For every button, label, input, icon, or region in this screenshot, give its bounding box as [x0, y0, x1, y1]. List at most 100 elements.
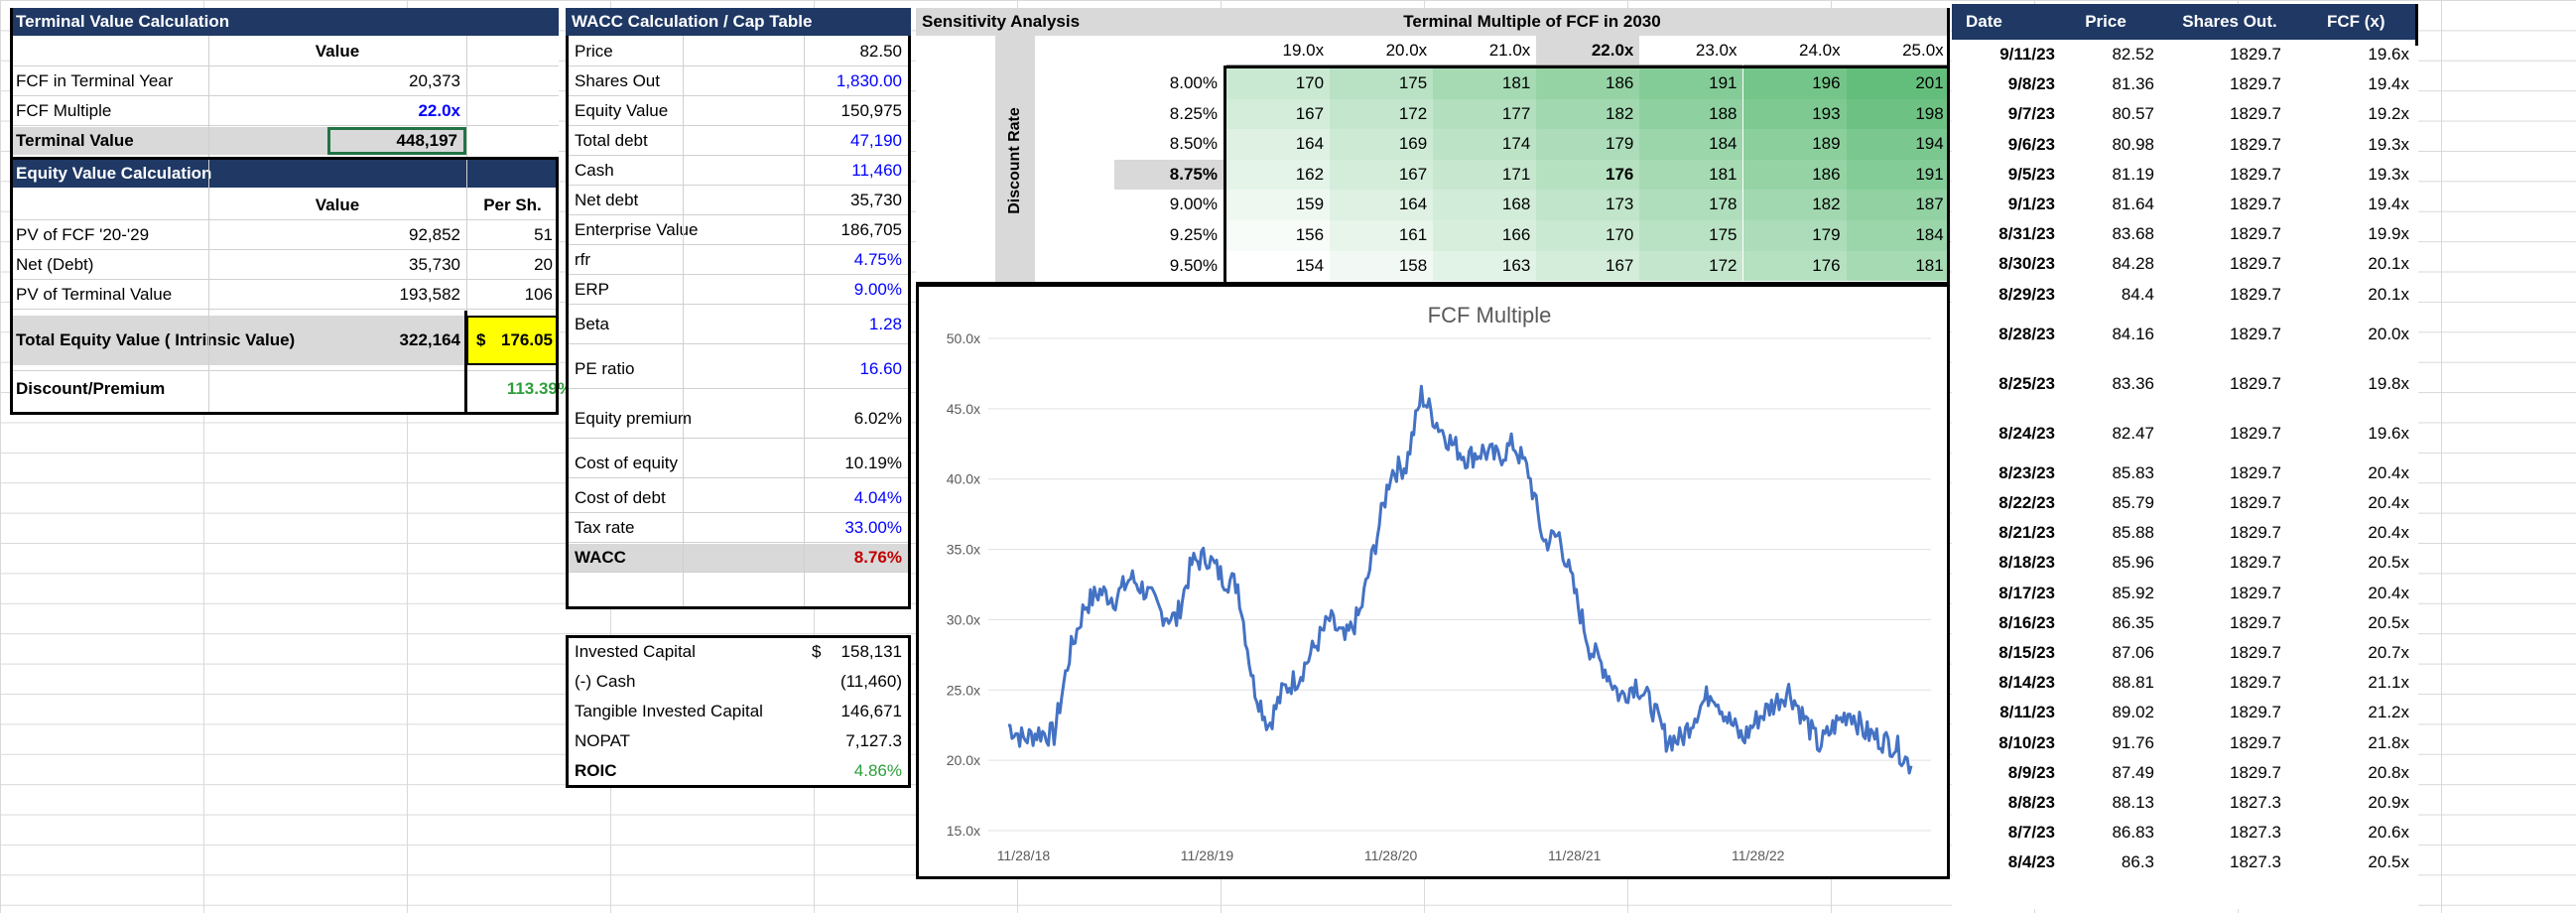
sensitivity-cell[interactable]: 184 [1846, 220, 1950, 251]
sensitivity-cell[interactable]: 167 [1226, 98, 1331, 130]
wacc-row-label[interactable]: Cost of debt [575, 488, 666, 507]
sensitivity-cell[interactable]: 172 [1330, 98, 1434, 130]
wacc-row-value[interactable]: 16.60 [859, 359, 902, 378]
sensitivity-cell[interactable]: 161 [1330, 220, 1434, 251]
sensitivity-cell[interactable]: 162 [1226, 159, 1331, 191]
history-price[interactable]: 85.92 [2112, 583, 2154, 602]
sensitivity-cell[interactable]: 167 [1536, 250, 1640, 282]
sensitivity-cell[interactable]: 164 [1226, 129, 1331, 160]
sensitivity-cell[interactable]: 194 [1846, 129, 1950, 160]
history-shares[interactable]: 1829.7 [2230, 104, 2281, 124]
sensitivity-cell[interactable]: 196 [1742, 68, 1847, 99]
wacc-row-value[interactable]: 82.50 [859, 42, 902, 61]
sensitivity-cell[interactable]: 182 [1742, 190, 1847, 220]
sensitivity-cell[interactable]: 176 [1536, 159, 1640, 191]
history-date[interactable]: 8/18/23 [1998, 553, 2055, 573]
history-fcf-multiple[interactable]: 19.2x [2368, 104, 2409, 124]
history-date[interactable]: 8/7/23 [2007, 823, 2055, 843]
history-price[interactable]: 84.28 [2112, 254, 2154, 274]
history-fcf-multiple[interactable]: 20.9x [2368, 793, 2409, 812]
sensitivity-cell[interactable]: 170 [1226, 68, 1331, 99]
fcf-multiple-value[interactable]: 22.0x [418, 101, 460, 120]
history-price[interactable]: 88.81 [2112, 673, 2154, 693]
history-shares[interactable]: 1829.7 [2230, 134, 2281, 154]
history-date[interactable]: 8/16/23 [1998, 612, 2055, 632]
history-fcf-multiple[interactable]: 20.4x [2368, 462, 2409, 482]
wacc-row-label[interactable]: Equity Value [575, 101, 669, 120]
wacc-row-value[interactable]: 8.76% [804, 544, 908, 572]
history-shares[interactable]: 1829.7 [2230, 254, 2281, 274]
history-price[interactable]: 83.68 [2112, 224, 2154, 244]
history-fcf-multiple[interactable]: 21.1x [2368, 673, 2409, 693]
history-price[interactable]: 88.13 [2112, 793, 2154, 812]
history-date[interactable]: 9/6/23 [2007, 134, 2055, 154]
history-shares[interactable]: 1829.7 [2230, 164, 2281, 184]
wacc-row-label[interactable]: Price [575, 42, 613, 61]
sensitivity-cell[interactable]: 159 [1226, 190, 1331, 220]
history-fcf-multiple[interactable]: 19.6x [2368, 423, 2409, 443]
equity-row-value[interactable]: 35,730 [409, 255, 460, 274]
terminal-row-label[interactable]: FCF Multiple [16, 101, 112, 120]
history-price[interactable]: 82.52 [2112, 45, 2154, 64]
sensitivity-column-header[interactable]: 23.0x [1639, 36, 1743, 65]
wacc-row-value[interactable]: 33.00% [844, 518, 902, 537]
history-fcf-multiple[interactable]: 20.5x [2368, 553, 2409, 573]
history-fcf-multiple[interactable]: 19.9x [2368, 224, 2409, 244]
sensitivity-cell[interactable]: 178 [1639, 190, 1743, 220]
history-fcf-multiple[interactable]: 20.0x [2368, 324, 2409, 343]
history-date[interactable]: 8/30/23 [1998, 254, 2055, 274]
sensitivity-cell[interactable]: 188 [1639, 98, 1743, 130]
roic-row-label[interactable]: ROIC [575, 761, 617, 780]
wacc-row-value[interactable]: 10.19% [844, 454, 902, 472]
history-shares[interactable]: 1829.7 [2230, 703, 2281, 722]
wacc-row-value[interactable]: 47,190 [850, 131, 902, 150]
sensitivity-column-header[interactable]: 21.0x [1433, 36, 1537, 65]
sensitivity-row-header[interactable]: 8.50% [1169, 134, 1218, 154]
sensitivity-cell[interactable]: 187 [1846, 190, 1950, 220]
history-fcf-multiple[interactable]: 20.7x [2368, 643, 2409, 662]
history-date[interactable]: 9/1/23 [2007, 195, 2055, 213]
history-shares[interactable]: 1829.7 [2230, 373, 2281, 393]
terminal-row-label[interactable]: FCF in Terminal Year [16, 71, 174, 90]
history-price[interactable]: 82.47 [2112, 423, 2154, 443]
sensitivity-column-header[interactable]: 19.0x [1226, 36, 1331, 65]
history-shares[interactable]: 1829.7 [2230, 284, 2281, 304]
sensitivity-cell[interactable]: 186 [1742, 159, 1847, 191]
history-fcf-multiple[interactable]: 20.4x [2368, 523, 2409, 543]
roic-row-label[interactable]: Tangible Invested Capital [575, 702, 763, 720]
history-shares[interactable]: 1829.7 [2230, 462, 2281, 482]
sensitivity-cell[interactable]: 189 [1742, 129, 1847, 160]
wacc-row-value[interactable]: 186,705 [840, 220, 902, 239]
history-date[interactable]: 8/24/23 [1998, 423, 2055, 443]
sensitivity-cell[interactable]: 181 [1433, 68, 1537, 99]
intrinsic-value-per-share[interactable]: $ 176.05 [466, 316, 559, 365]
history-price[interactable]: 80.57 [2112, 104, 2154, 124]
history-date[interactable]: 9/11/23 [1999, 45, 2055, 64]
roic-row-label[interactable]: NOPAT [575, 731, 631, 750]
sensitivity-cell[interactable]: 177 [1433, 98, 1537, 130]
roic-row-value[interactable]: 4.86% [853, 761, 902, 780]
history-shares[interactable]: 1829.7 [2230, 423, 2281, 443]
wacc-row-label[interactable]: Net debt [575, 191, 639, 209]
roic-row-value[interactable]: (11,460) [839, 672, 902, 691]
sensitivity-cell[interactable]: 156 [1226, 220, 1331, 251]
sensitivity-cell[interactable]: 158 [1330, 250, 1434, 282]
history-date[interactable]: 8/4/23 [2007, 852, 2055, 872]
wacc-row-value[interactable]: 35,730 [850, 191, 902, 209]
sensitivity-cell[interactable]: 164 [1330, 190, 1434, 220]
history-date[interactable]: 9/7/23 [2007, 104, 2055, 124]
history-fcf-multiple[interactable]: 21.2x [2368, 703, 2409, 722]
wacc-row-label[interactable]: Cost of equity [575, 454, 678, 472]
history-price[interactable]: 85.88 [2112, 523, 2154, 543]
sensitivity-row-header[interactable]: 8.25% [1169, 103, 1218, 123]
sensitivity-cell[interactable]: 175 [1330, 68, 1434, 99]
history-shares[interactable]: 1829.7 [2230, 673, 2281, 693]
wacc-row-label[interactable]: Enterprise Value [575, 220, 699, 239]
history-date[interactable]: 8/8/23 [2007, 793, 2055, 812]
total-equity-value[interactable]: 322,164 [337, 316, 466, 365]
equity-row-pershare[interactable]: 20 [534, 255, 553, 274]
history-fcf-multiple[interactable]: 20.1x [2368, 254, 2409, 274]
history-shares[interactable]: 1829.7 [2230, 195, 2281, 213]
history-shares[interactable]: 1829.7 [2230, 643, 2281, 662]
sensitivity-cell[interactable]: 179 [1742, 220, 1847, 251]
